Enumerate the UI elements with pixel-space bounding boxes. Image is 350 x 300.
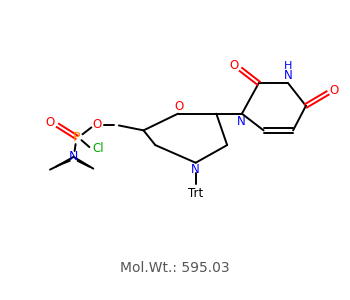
Text: O: O [93,118,102,131]
Text: P: P [73,131,80,144]
Text: Mol.Wt.: 595.03: Mol.Wt.: 595.03 [120,261,230,275]
Text: N: N [191,163,200,176]
Text: N: N [69,150,78,164]
Text: O: O [46,116,55,129]
Text: Trt: Trt [188,187,203,200]
Text: O: O [174,100,183,113]
Text: O: O [330,84,339,97]
Text: N: N [237,115,245,128]
Text: H: H [284,61,292,70]
Text: N: N [284,69,293,82]
Text: O: O [229,59,239,72]
Text: Cl: Cl [92,142,104,154]
